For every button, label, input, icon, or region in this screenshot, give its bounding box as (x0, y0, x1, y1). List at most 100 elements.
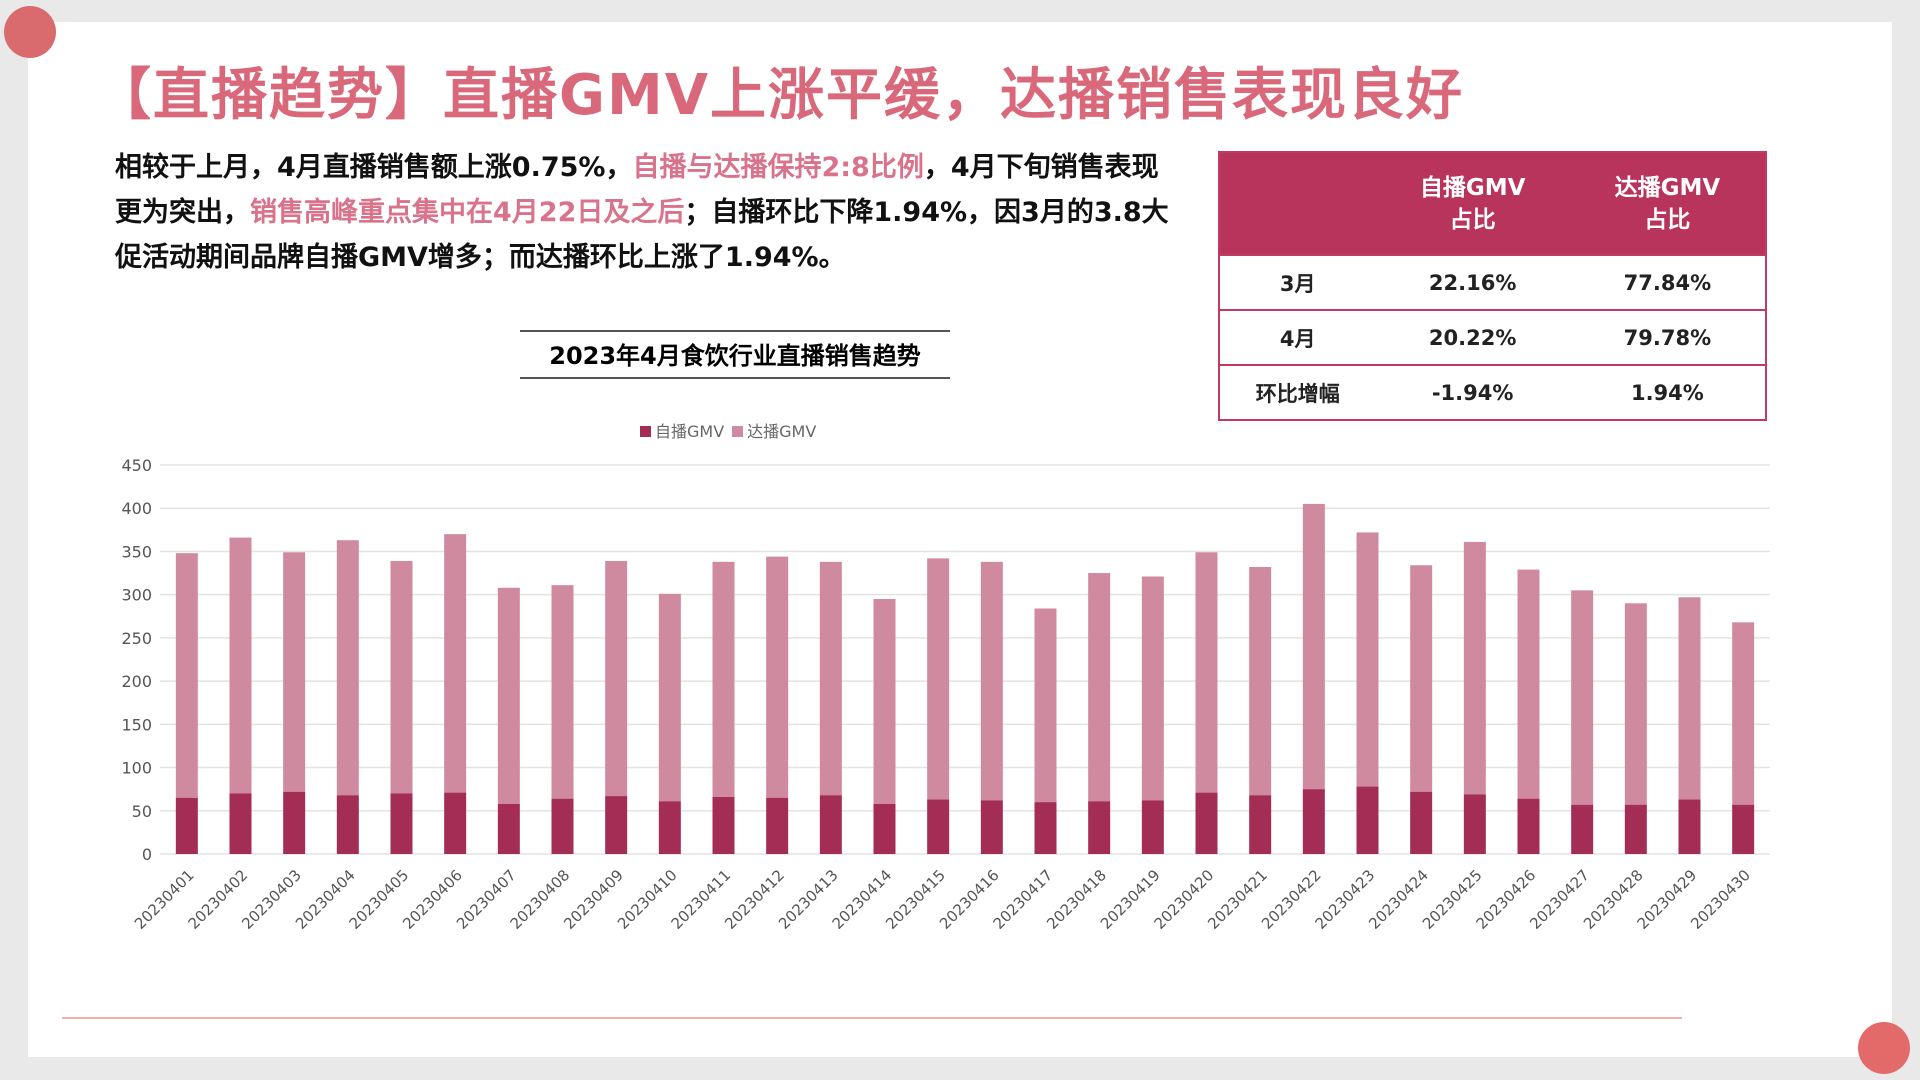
bar-self (1249, 795, 1272, 854)
bar-daren (1517, 569, 1540, 799)
cell: 22.16% (1375, 254, 1570, 310)
header-self: 自播GMV 占比 (1375, 152, 1570, 255)
bar-self (444, 792, 467, 854)
bar-daren (336, 540, 359, 796)
bar-daren (1463, 541, 1486, 795)
bar-daren (444, 534, 467, 793)
bar-self (1410, 791, 1433, 854)
bar-daren (175, 553, 198, 798)
cell: -1.94% (1375, 364, 1570, 420)
summary-paragraph: 相较于上月，4月直播销售额上涨0.75%，自播与达播保持2:8比例，4月下旬销售… (115, 145, 1175, 280)
bar-self (283, 791, 306, 854)
bar-self (1141, 800, 1164, 854)
cell: 79.78% (1569, 309, 1766, 365)
bar-self (1624, 804, 1647, 854)
bar-self (1571, 804, 1594, 854)
bar-self (1517, 798, 1540, 854)
page-button[interactable] (1858, 1022, 1910, 1074)
cell: 20.22% (1375, 309, 1570, 365)
bar-self (712, 796, 735, 854)
y-tick-label: 350 (121, 542, 152, 561)
bar-self (819, 795, 842, 854)
bar-self (1088, 801, 1111, 854)
bar-daren (1302, 503, 1325, 790)
bar-daren (658, 593, 681, 802)
page-title: 【直播趋势】直播GMV上涨平缓，达播销售表现良好 (95, 63, 1465, 128)
row-label: 3月 (1219, 254, 1376, 310)
decorative-circle (4, 6, 56, 58)
y-tick-label: 300 (121, 586, 152, 605)
bar-self (1195, 792, 1218, 854)
bar-self (927, 799, 950, 854)
bar-self (980, 800, 1003, 854)
ratio-table: 自播GMV 占比 达播GMV 占比 3月 22.16% 77.84% 4月 20.22%… (1218, 151, 1767, 421)
y-tick-label: 0 (142, 845, 152, 864)
cell: 1.94% (1569, 364, 1766, 420)
text: 相较于上月，4月直播销售额上涨0.75%， (115, 152, 633, 183)
y-tick-label: 400 (121, 499, 152, 518)
bar-self (1356, 786, 1379, 854)
bar-self (551, 798, 574, 854)
divider (62, 1017, 1682, 1019)
bar-self (175, 797, 198, 854)
bar-self (1678, 799, 1701, 854)
cell: 77.84% (1569, 254, 1766, 310)
bar-self (1463, 794, 1486, 854)
bar-daren (1410, 565, 1433, 792)
bar-daren (1624, 603, 1647, 805)
text: ，4月下旬销售表现更为突出， (115, 152, 1159, 228)
legend-daren: 达播GMV (732, 418, 816, 442)
bar-self (605, 796, 628, 854)
bar-daren (1141, 576, 1164, 801)
bar-self (1034, 802, 1057, 854)
bar-daren (1088, 573, 1111, 802)
bar-self (336, 795, 359, 854)
header-empty (1219, 152, 1376, 255)
bar-daren (1034, 608, 1057, 803)
stacked-bar-chart: 0501001502002503003504004502023040120230… (121, 456, 1770, 933)
bar-daren (229, 537, 252, 794)
bar-self (390, 793, 413, 854)
bar-self (1732, 804, 1755, 854)
bar-daren (283, 552, 306, 792)
bar-daren (712, 561, 735, 797)
bar-daren (390, 560, 413, 794)
bar-daren (551, 585, 574, 799)
bar-daren (1571, 590, 1594, 805)
bar-daren (1678, 597, 1701, 800)
y-tick-label: 250 (121, 629, 152, 648)
y-tick-label: 150 (121, 715, 152, 734)
bar-daren (497, 587, 520, 804)
bar-daren (873, 598, 896, 804)
bar-daren (1249, 567, 1272, 796)
bar-self (873, 803, 896, 854)
chart-legend: 自播GMV 达播GMV (640, 418, 816, 442)
bar-daren (766, 556, 789, 798)
y-tick-label: 50 (132, 802, 152, 821)
bar-daren (980, 561, 1003, 801)
y-tick-label: 100 (121, 759, 152, 778)
y-tick-label: 200 (121, 672, 152, 691)
bar-daren (1356, 532, 1379, 787)
bar-daren (1732, 622, 1755, 805)
y-tick-label: 450 (121, 456, 152, 475)
text: ；自播环比下降1.94%，因3月的3.8大促活动期间品牌自播GMV增多；而达播环… (115, 197, 1169, 273)
bar-self (497, 803, 520, 854)
highlight-text: 自播与达播保持2:8比例 (632, 152, 924, 183)
table-row: 3月 22.16% 77.84% (1219, 254, 1766, 310)
row-label: 环比增幅 (1219, 364, 1376, 420)
bar-self (658, 801, 681, 854)
bar-daren (927, 558, 950, 800)
bar-self (229, 793, 252, 854)
legend-self: 自播GMV (640, 418, 724, 442)
table-row: 4月 20.22% 79.78% (1219, 309, 1766, 365)
bar-self (1302, 789, 1325, 854)
bar-self (766, 797, 789, 854)
chart-title: 2023年4月食饮行业直播销售趋势 (520, 330, 950, 379)
bar-daren (605, 560, 628, 797)
highlight-text: 销售高峰重点集中在4月22日及之后 (250, 197, 685, 228)
row-label: 4月 (1219, 309, 1376, 365)
header-daren: 达播GMV 占比 (1569, 152, 1766, 255)
bar-daren (1195, 552, 1218, 793)
table-row: 环比增幅 -1.94% 1.94% (1219, 364, 1766, 420)
